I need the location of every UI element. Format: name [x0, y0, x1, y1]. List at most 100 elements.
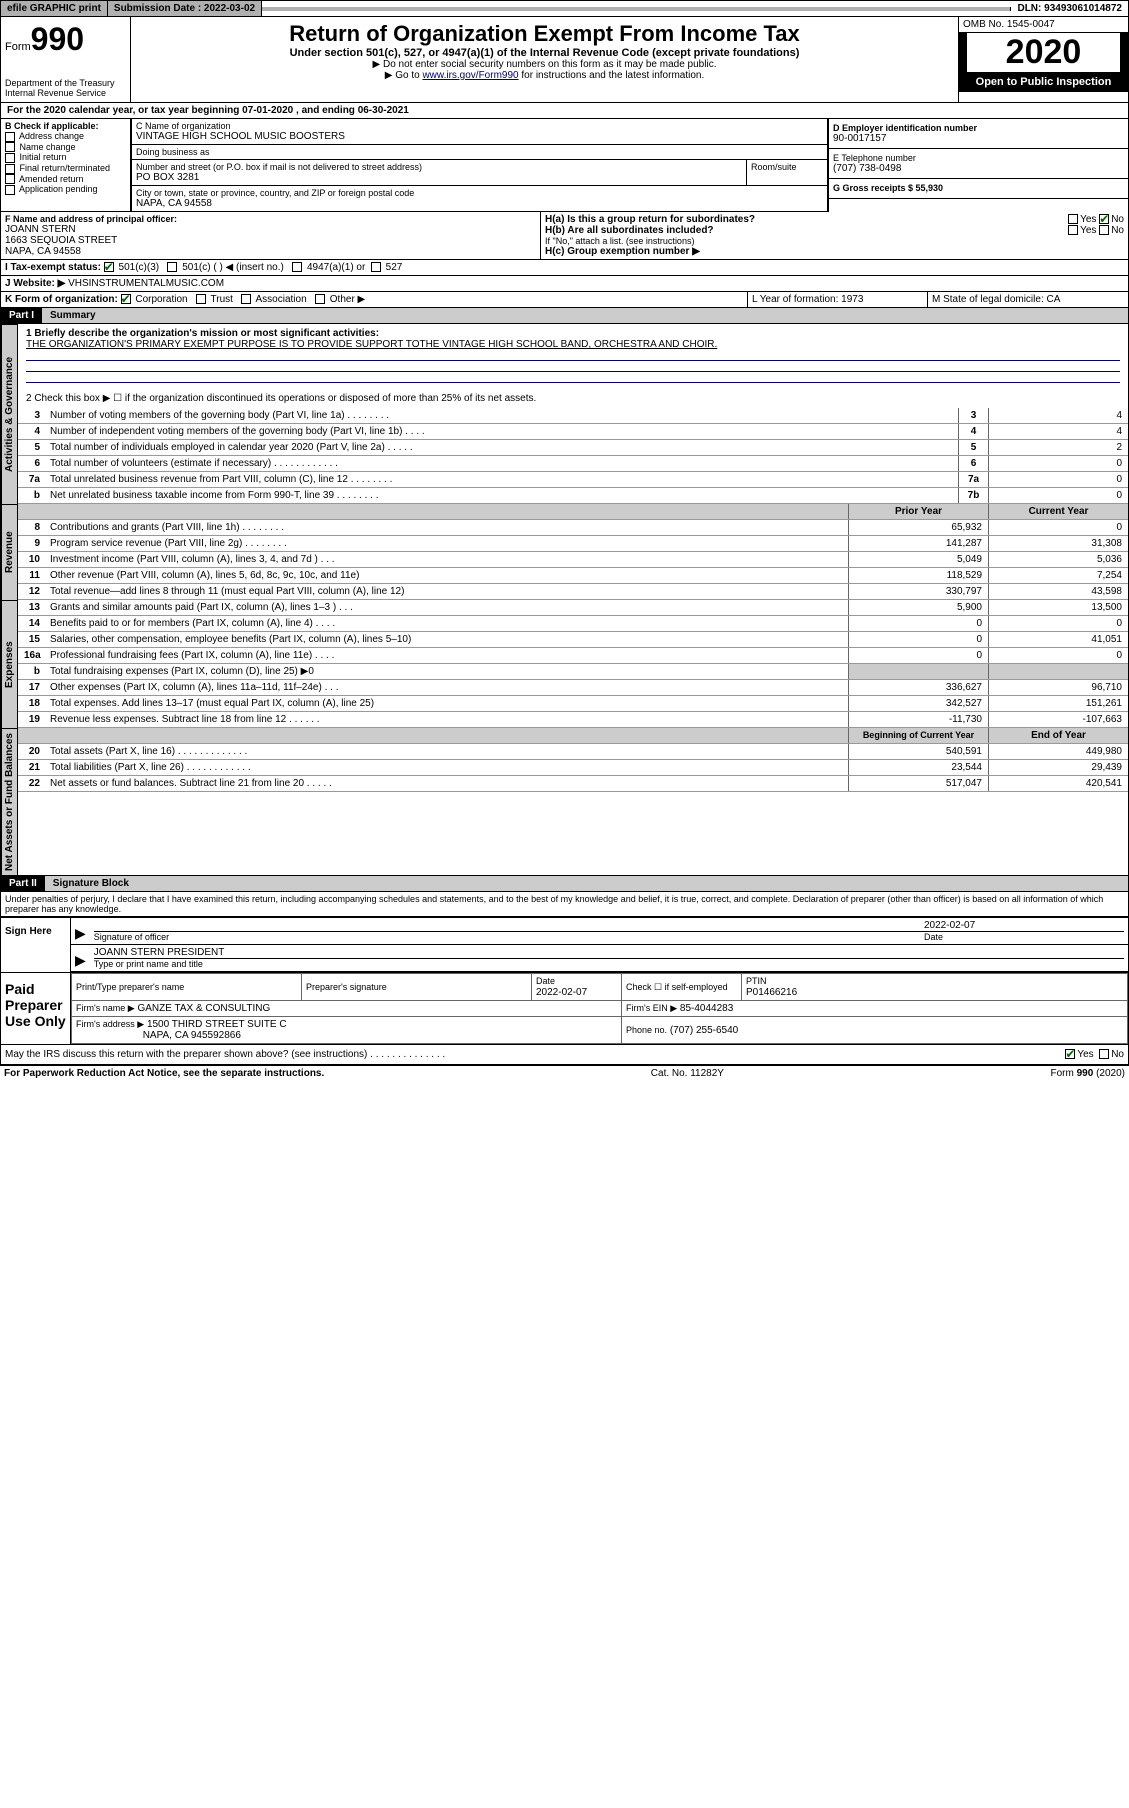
footer-right: Form 990 (2020)	[1051, 1068, 1125, 1079]
sidebar-expenses: Expenses	[1, 600, 18, 728]
summary-netassets: Net Assets or Fund Balances Beginning of…	[0, 728, 1129, 876]
efile-print-button[interactable]: efile GRAPHIC print	[1, 1, 108, 16]
page-footer: For Paperwork Reduction Act Notice, see …	[0, 1065, 1129, 1081]
city-label: City or town, state or province, country…	[136, 188, 823, 198]
summary-governance: Activities & Governance 1 Briefly descri…	[0, 324, 1129, 504]
summary-line: 3Number of voting members of the governi…	[18, 408, 1128, 424]
form-number: Form990	[5, 21, 126, 58]
sidebar-revenue: Revenue	[1, 504, 18, 600]
city: NAPA, CA 94558	[136, 198, 823, 209]
summary-line: 22Net assets or fund balances. Subtract …	[18, 776, 1128, 792]
footer-left: For Paperwork Reduction Act Notice, see …	[4, 1068, 324, 1079]
omb-number: OMB No. 1545-0047	[959, 17, 1128, 33]
summary-line: 18Total expenses. Add lines 13–17 (must …	[18, 696, 1128, 712]
sign-here-block: Sign Here ▶ Signature of officer 2022-02…	[0, 917, 1129, 973]
summary-line: 21Total liabilities (Part X, line 26) . …	[18, 760, 1128, 776]
org-name: VINTAGE HIGH SCHOOL MUSIC BOOSTERS	[136, 131, 823, 142]
line2: 2 Check this box ▶ ☐ if the organization…	[26, 393, 1120, 404]
website: VHSINSTRUMENTALMUSIC.COM	[68, 278, 224, 289]
dept-treasury: Department of the Treasury	[5, 78, 126, 88]
summary-line: 5Total number of individuals employed in…	[18, 440, 1128, 456]
summary-line: bTotal fundraising expenses (Part IX, co…	[18, 664, 1128, 680]
summary-line: 7aTotal unrelated business revenue from …	[18, 472, 1128, 488]
summary-line: 17Other expenses (Part IX, column (A), l…	[18, 680, 1128, 696]
summary-line: 16aProfessional fundraising fees (Part I…	[18, 648, 1128, 664]
officer-block: F Name and address of principal officer:…	[0, 212, 1129, 260]
sig-officer-label: Signature of officer	[94, 931, 924, 942]
section-b-checkbox[interactable]: Final return/terminated	[5, 163, 126, 174]
summary-revenue: Revenue Prior Year Current Year 8Contrib…	[0, 504, 1129, 600]
org-name-label: C Name of organization	[136, 121, 823, 131]
irs-link[interactable]: www.irs.gov/Form990	[422, 70, 518, 81]
h-c: H(c) Group exemption number ▶	[545, 246, 1124, 257]
topbar: efile GRAPHIC print Submission Date : 20…	[0, 0, 1129, 17]
summary-line: 10Investment income (Part VIII, column (…	[18, 552, 1128, 568]
state-domicile: M State of legal domicile: CA	[928, 292, 1128, 307]
summary-line: 13Grants and similar amounts paid (Part …	[18, 600, 1128, 616]
line1-text: THE ORGANIZATION'S PRIMARY EXEMPT PURPOS…	[26, 339, 1120, 350]
section-k-option[interactable]: Association	[239, 294, 313, 305]
part2-header: Part II Signature Block	[0, 876, 1129, 892]
sig-name: JOANN STERN PRESIDENT	[94, 947, 1124, 958]
sig-date-label: Date	[924, 931, 1124, 942]
sign-here-label: Sign Here	[1, 918, 71, 972]
section-b-checkbox[interactable]: Amended return	[5, 174, 126, 185]
part1-header: Part I Summary	[0, 308, 1129, 324]
section-b-checkbox[interactable]: Address change	[5, 131, 126, 142]
section-b-checkbox[interactable]: Initial return	[5, 152, 126, 163]
irs: Internal Revenue Service	[5, 88, 126, 98]
officer-city: NAPA, CA 94558	[5, 246, 536, 257]
submission-date: Submission Date : 2022-03-02	[108, 1, 262, 16]
ein-label: D Employer identification number	[833, 123, 1124, 133]
sig-name-label: Type or print name and title	[94, 958, 1124, 969]
hint-url: ▶ Go to www.irs.gov/Form990 for instruct…	[135, 70, 954, 81]
officer-name: JOANN STERN	[5, 224, 536, 235]
summary-line: 11Other revenue (Part VIII, column (A), …	[18, 568, 1128, 584]
tax-status-row: I Tax-exempt status: 501(c)(3) 501(c) ( …	[0, 260, 1129, 276]
summary-line: 9Program service revenue (Part VIII, lin…	[18, 536, 1128, 552]
h-a: H(a) Is this a group return for subordin…	[545, 214, 1124, 225]
phone: (707) 738-0498	[833, 163, 1124, 174]
section-b-checkbox[interactable]: Name change	[5, 142, 126, 153]
section-b-checkbox[interactable]: Application pending	[5, 184, 126, 195]
paid-preparer-block: Paid Preparer Use Only Print/Type prepar…	[0, 973, 1129, 1045]
section-k-option[interactable]: Other ▶	[312, 294, 371, 305]
summary-line: 12Total revenue—add lines 8 through 11 (…	[18, 584, 1128, 600]
officer-street: 1663 SEQUOIA STREET	[5, 235, 536, 246]
ein: 90-0017157	[833, 133, 1124, 144]
section-f-label: F Name and address of principal officer:	[5, 214, 536, 224]
sig-date: 2022-02-07	[924, 920, 1124, 931]
summary-line: 8Contributions and grants (Part VIII, li…	[18, 520, 1128, 536]
tax-year: 2020	[967, 33, 1120, 72]
room-label: Room/suite	[751, 162, 823, 172]
year-formation: L Year of formation: 1973	[748, 292, 928, 307]
summary-line: 6Total number of volunteers (estimate if…	[18, 456, 1128, 472]
gross-receipts: G Gross receipts $ 55,930	[833, 183, 943, 193]
website-row: J Website: ▶ VHSINSTRUMENTALMUSIC.COM	[0, 276, 1129, 292]
dba-label: Doing business as	[136, 147, 823, 157]
penalties-text: Under penalties of perjury, I declare th…	[0, 892, 1129, 917]
summary-line: 14Benefits paid to or for members (Part …	[18, 616, 1128, 632]
h-b: H(b) Are all subordinates included? Yes …	[545, 225, 1124, 236]
sidebar-governance: Activities & Governance	[1, 324, 18, 504]
period-line: For the 2020 calendar year, or tax year …	[0, 103, 1129, 119]
section-k-option[interactable]: Corporation	[121, 294, 194, 305]
form-subtitle: Under section 501(c), 527, or 4947(a)(1)…	[135, 47, 954, 59]
discuss-row: May the IRS discuss this return with the…	[0, 1045, 1129, 1065]
form-org-row: K Form of organization: Corporation Trus…	[0, 292, 1129, 308]
paid-preparer-label: Paid Preparer Use Only	[1, 973, 71, 1044]
summary-line: 15Salaries, other compensation, employee…	[18, 632, 1128, 648]
section-k-option[interactable]: Trust	[193, 294, 238, 305]
line1-label: 1 Briefly describe the organization's mi…	[26, 328, 1120, 339]
summary-line: bNet unrelated business taxable income f…	[18, 488, 1128, 504]
summary-line: 4Number of independent voting members of…	[18, 424, 1128, 440]
preparer-table: Print/Type preparer's name Preparer's si…	[71, 973, 1128, 1044]
open-to-public: Open to Public Inspection	[959, 72, 1128, 92]
street-label: Number and street (or P.O. box if mail i…	[136, 162, 742, 172]
phone-label: E Telephone number	[833, 153, 1124, 163]
section-b-label: B Check if applicable:	[5, 121, 126, 131]
footer-mid: Cat. No. 11282Y	[651, 1068, 724, 1079]
h-note: If "No," attach a list. (see instruction…	[545, 236, 1124, 246]
sidebar-netassets: Net Assets or Fund Balances	[1, 728, 18, 875]
org-info-block: B Check if applicable: Address change Na…	[0, 119, 1129, 212]
